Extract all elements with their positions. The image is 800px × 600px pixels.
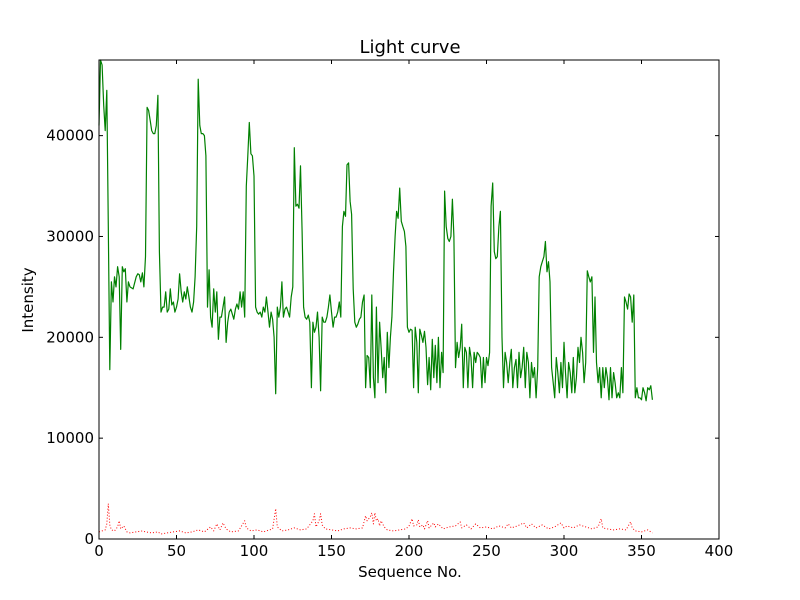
x-tick-label: 300: [550, 542, 579, 560]
y-tick-label: 10000: [46, 429, 94, 447]
x-tick-label: 400: [705, 542, 734, 560]
x-tick-label: 250: [472, 542, 501, 560]
chart-title: Light curve: [359, 37, 460, 58]
y-axis-label: Intensity: [19, 267, 37, 332]
x-tick-label: 50: [167, 542, 186, 560]
x-tick-label: 0: [94, 542, 104, 560]
x-tick-label: 350: [627, 542, 656, 560]
y-tick-label: 0: [84, 530, 94, 548]
x-tick-label: 200: [395, 542, 424, 560]
x-tick-label: 100: [240, 542, 269, 560]
series-line-2: [98, 503, 653, 535]
series-line-1: [98, 59, 653, 402]
y-tick-label: 20000: [46, 328, 94, 346]
x-axis-label: Sequence No.: [358, 563, 462, 581]
y-tick-label: 40000: [46, 127, 94, 145]
x-tick-label: 150: [317, 542, 346, 560]
y-tick-label: 30000: [46, 227, 94, 245]
plot-frame: [98, 59, 720, 540]
